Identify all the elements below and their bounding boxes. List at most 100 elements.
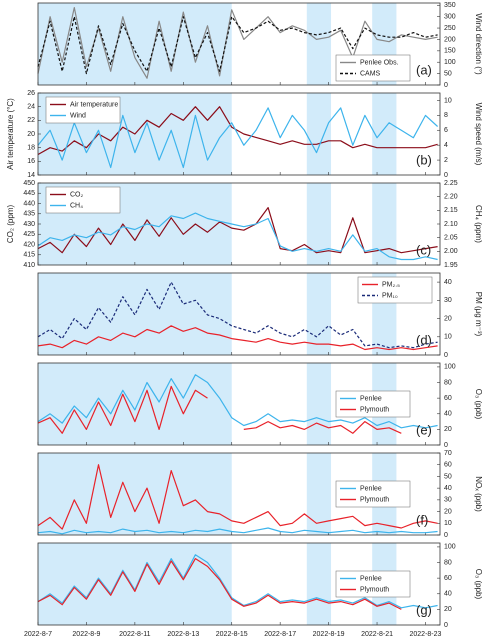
y-tick-label: 425 xyxy=(23,231,35,238)
legend-label: Air temperature xyxy=(70,101,118,108)
x-tick-label: 2022-8-17 xyxy=(264,631,296,638)
y-tick-label: 2.05 xyxy=(444,235,458,242)
plot-frame xyxy=(37,2,441,86)
series-line xyxy=(37,7,438,79)
y-tick-label: 16 xyxy=(27,158,35,165)
highlight-span xyxy=(306,363,332,445)
y-tick-label: 0 xyxy=(444,442,448,449)
y-tick-label: 70 xyxy=(444,450,452,457)
y-tick-label: 0 xyxy=(444,352,448,359)
y-tick-label: 435 xyxy=(23,211,35,218)
legend-label: Penlee xyxy=(360,485,382,492)
y-tick-label: 100 xyxy=(444,544,456,551)
legend-label: CO₂ xyxy=(70,191,84,198)
series-line xyxy=(37,212,438,261)
y-tick-label: 60 xyxy=(444,575,452,582)
y-tick-label: 14 xyxy=(27,172,35,179)
y-tick-label: 40 xyxy=(444,485,452,492)
legend-label: Plymouth xyxy=(360,406,389,413)
series-line xyxy=(37,106,438,156)
y-tick-label: 26 xyxy=(27,90,35,97)
series-line xyxy=(37,207,438,254)
panel-label: (g) xyxy=(416,602,432,617)
highlight-span xyxy=(38,3,232,85)
y-tick-label: 2.00 xyxy=(444,248,458,255)
y-tick-label: 420 xyxy=(23,241,35,248)
y-tick-label: 6 xyxy=(444,127,448,134)
legend-label: Plymouth xyxy=(360,496,389,503)
y-tick-label: 1.95 xyxy=(444,262,458,269)
y-tick-label: 8 xyxy=(444,112,448,119)
legend-label: PM₂.₅ xyxy=(382,281,400,288)
highlight-span xyxy=(306,273,332,355)
y-tick-label: 440 xyxy=(23,200,35,207)
y-tick-label: 0 xyxy=(444,532,448,539)
highlight-span xyxy=(38,363,232,445)
y-tick-label: 4 xyxy=(444,142,448,149)
series-line xyxy=(37,325,438,351)
series-line xyxy=(37,16,438,75)
y-tick-label: 410 xyxy=(23,262,35,269)
series-line xyxy=(37,558,402,610)
y-axis-label: Wind direction (°) xyxy=(474,13,483,75)
y-axis-label: Air temperature (°C) xyxy=(6,98,15,170)
legend-box xyxy=(335,390,411,418)
y-tick-label: 10 xyxy=(444,520,452,527)
x-tick-label: 2022-8-15 xyxy=(216,631,248,638)
panel-label: (a) xyxy=(416,62,432,77)
y-tick-label: 50 xyxy=(444,473,452,480)
y-axis-label: O₃ (ppb) xyxy=(474,389,483,420)
plot-frame xyxy=(37,272,441,356)
highlight-span xyxy=(372,183,397,265)
plot-frame xyxy=(37,452,441,536)
y-tick-label: 20 xyxy=(444,606,452,613)
x-tick-label: 2022-8-23 xyxy=(410,631,442,638)
y-tick-label: 300 xyxy=(444,14,456,21)
y-tick-label: 430 xyxy=(23,221,35,228)
legend-label: Wind xyxy=(70,112,86,119)
legend-box xyxy=(45,186,121,214)
x-tick-label: 2022-8-21 xyxy=(361,631,393,638)
legend-label: PM₁₀ xyxy=(382,292,398,299)
y-tick-label: 150 xyxy=(444,48,456,55)
series-line xyxy=(37,527,438,535)
highlight-span xyxy=(306,543,332,625)
legend-label: Penlee Obs. xyxy=(360,59,399,66)
y-tick-label: 2.10 xyxy=(444,221,458,228)
y-tick-label: 100 xyxy=(444,364,456,371)
legend-label: CH₄ xyxy=(70,202,83,209)
legend-label: Penlee xyxy=(360,395,382,402)
y-tick-label: 0 xyxy=(444,172,448,179)
plot-frame xyxy=(37,182,441,266)
y-tick-label: 80 xyxy=(444,379,452,386)
y-tick-label: 60 xyxy=(444,462,452,469)
series-line xyxy=(37,107,439,169)
y-tick-label: 80 xyxy=(444,559,452,566)
y-tick-label: 200 xyxy=(444,36,456,43)
y-tick-label: 445 xyxy=(23,190,35,197)
y-tick-label: 10 xyxy=(444,97,452,104)
series-line xyxy=(37,374,438,429)
y-tick-label: 350 xyxy=(444,2,456,9)
y-tick-label: 10 xyxy=(444,334,452,341)
plot-frame xyxy=(37,362,441,446)
y-tick-label: 20 xyxy=(27,131,35,138)
y-axis-label: O₃ (ppb) xyxy=(474,569,483,600)
highlight-span xyxy=(372,93,397,175)
x-tick-label: 2022-8-7 xyxy=(24,631,52,638)
legend-box xyxy=(45,96,121,124)
legend-box xyxy=(335,54,411,82)
y-axis-label: CO₂ (ppm) xyxy=(6,205,15,244)
y-tick-label: 40 xyxy=(444,279,452,286)
y2-axis-label: CH₄ (ppm) xyxy=(474,205,483,243)
legend-label: Penlee xyxy=(360,575,382,582)
series-line xyxy=(37,464,438,530)
y-tick-label: 40 xyxy=(444,411,452,418)
panel-label: (e) xyxy=(416,422,432,437)
legend-label: CAMS xyxy=(360,70,381,77)
y-axis-label: NOₓ (ppb) xyxy=(474,476,483,512)
y-tick-label: 20 xyxy=(444,426,452,433)
panel-label: (b) xyxy=(416,152,432,167)
legend-label: Plymouth xyxy=(360,586,389,593)
